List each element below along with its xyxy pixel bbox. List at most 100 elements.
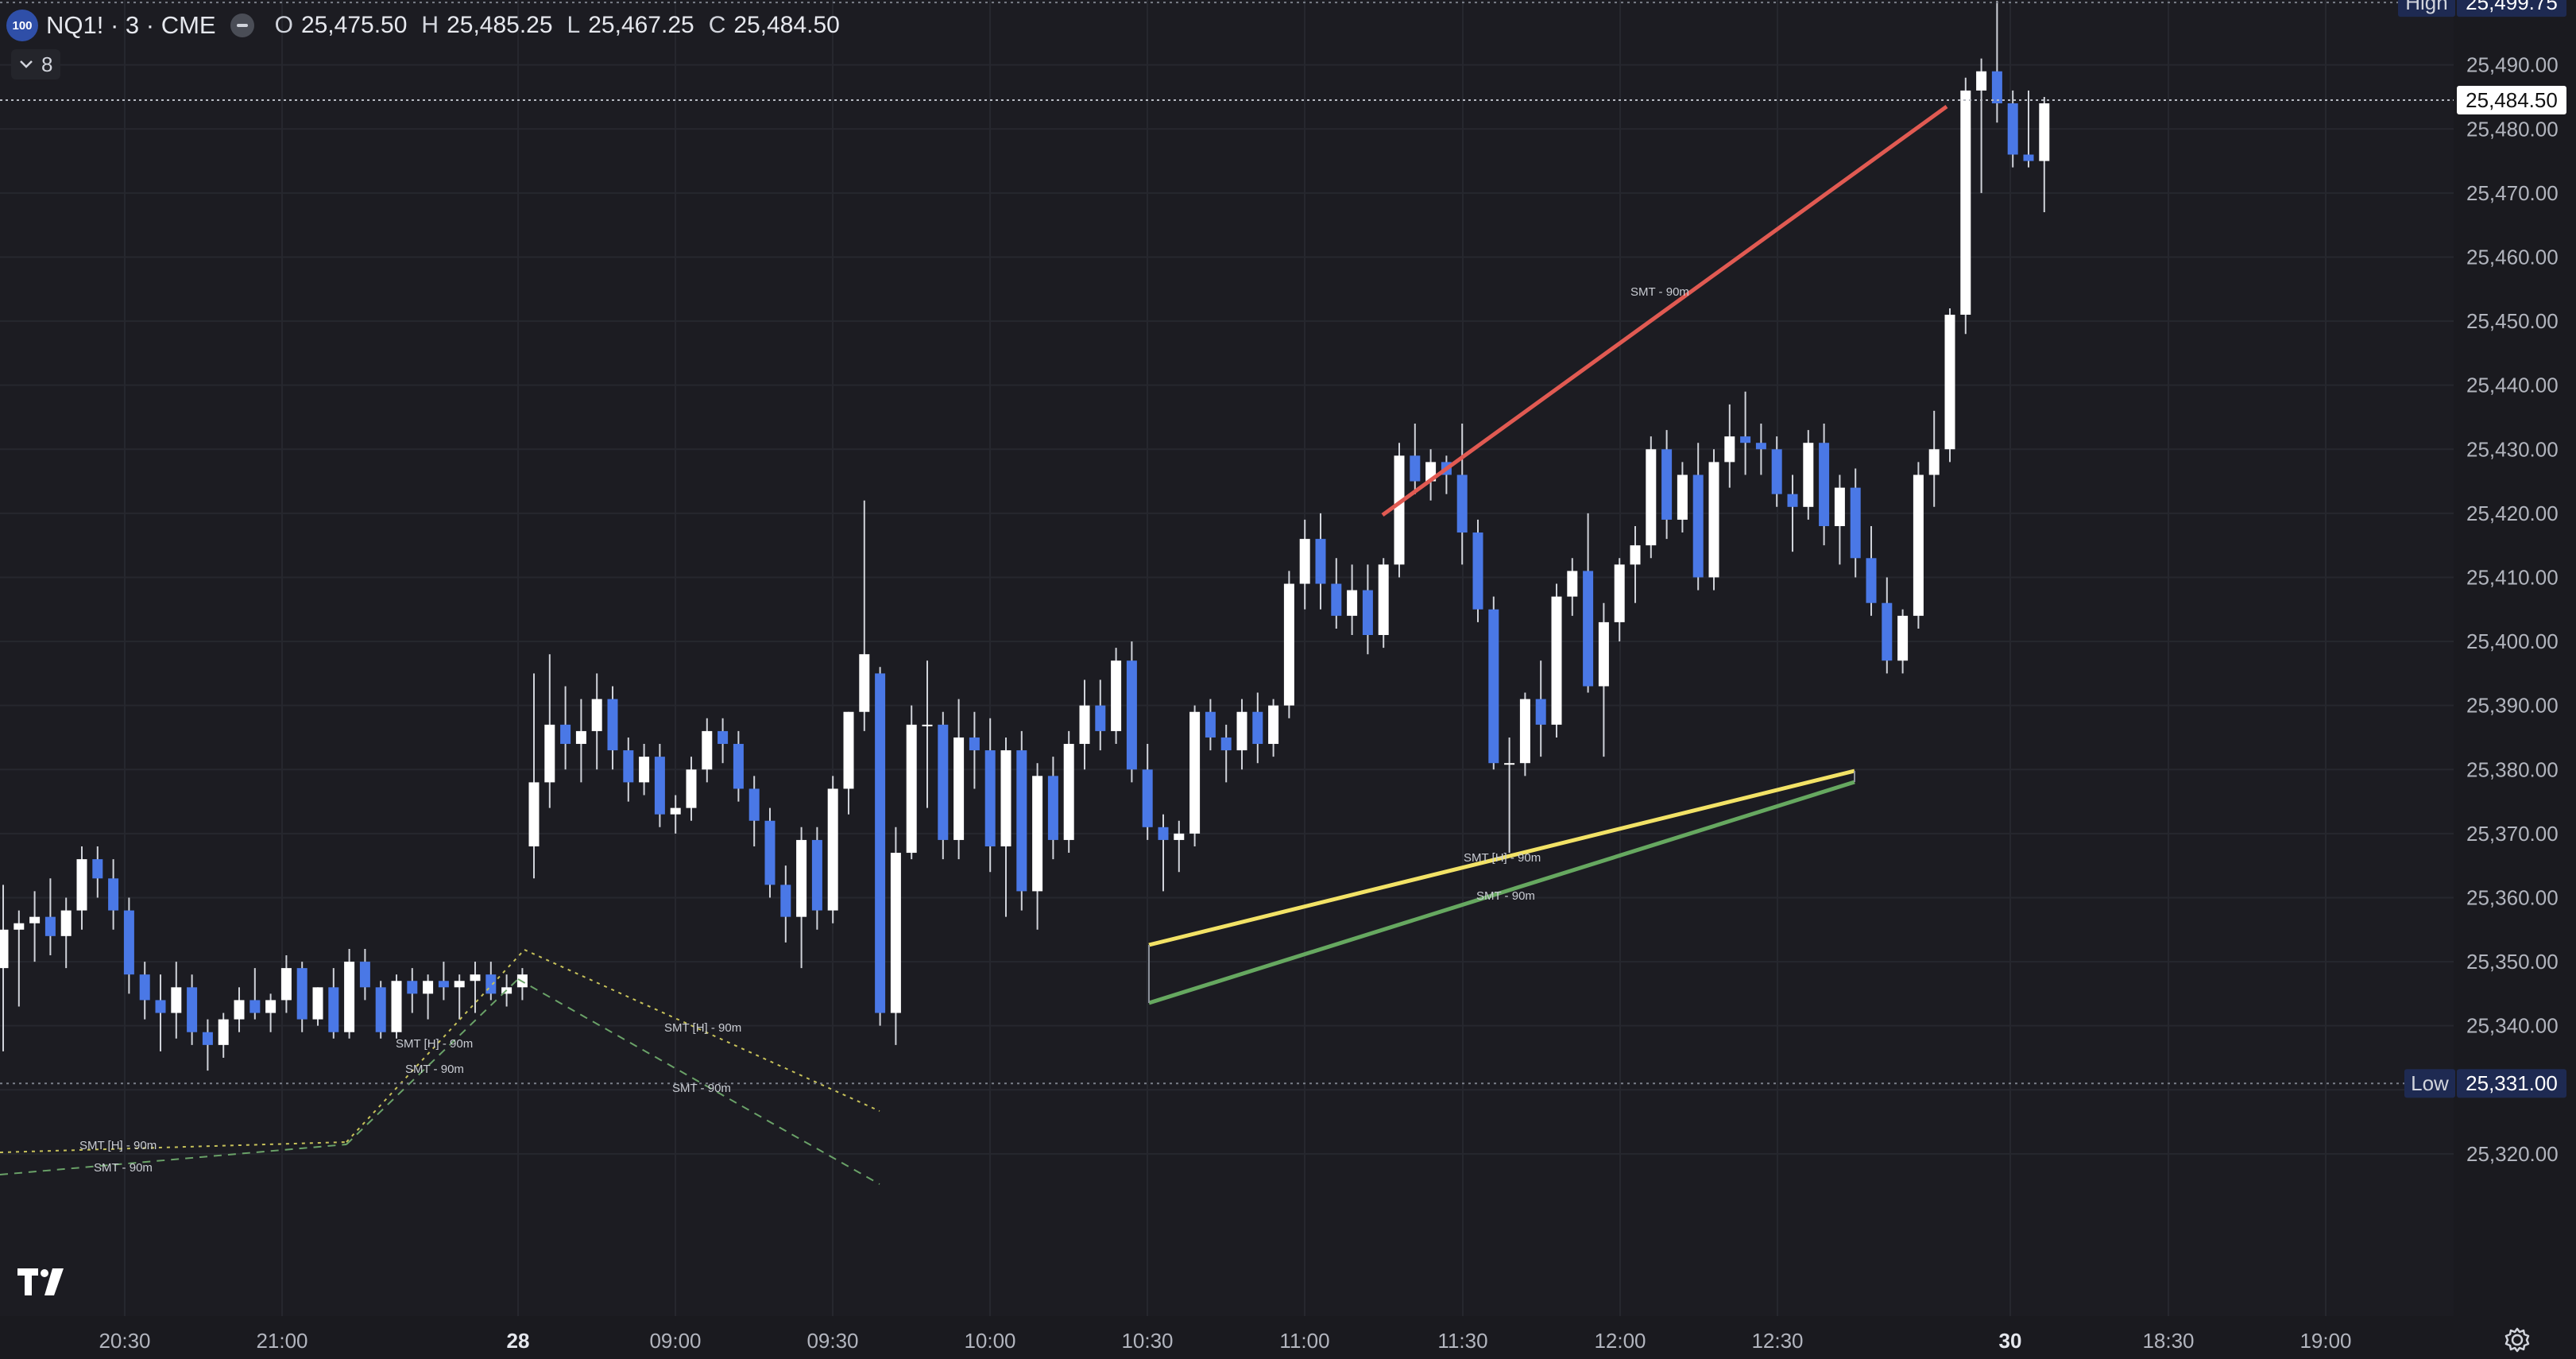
candle-body-up[interactable]: [827, 788, 838, 911]
collapse-minus-icon[interactable]: [230, 14, 254, 37]
candle-body-down[interactable]: [155, 1000, 166, 1013]
candle-body-up[interactable]: [544, 724, 555, 783]
candle-body-down[interactable]: [1771, 449, 1782, 494]
candle-body-down[interactable]: [1315, 539, 1326, 584]
candle-body-down[interactable]: [717, 730, 729, 745]
candle-body-up[interactable]: [1598, 621, 1609, 687]
candle-body-up[interactable]: [1283, 583, 1294, 706]
candle-body-down[interactable]: [202, 1032, 213, 1045]
candle-body-up[interactable]: [1677, 474, 1688, 520]
candle-body-up[interactable]: [1614, 564, 1625, 622]
candle-body-down[interactable]: [44, 916, 56, 936]
candle-body-down[interactable]: [1882, 602, 1893, 661]
candle-body-up[interactable]: [1913, 474, 1924, 616]
candle-body-up[interactable]: [1567, 571, 1578, 597]
candle-body-down[interactable]: [1991, 71, 2002, 104]
candle-body-down[interactable]: [1331, 583, 1342, 616]
candle-body-up[interactable]: [1724, 436, 1735, 463]
smt-yellow-line[interactable]: [1148, 769, 1855, 947]
candle-body-up[interactable]: [0, 929, 9, 969]
candle-body-down[interactable]: [1740, 436, 1751, 443]
candle-body-up[interactable]: [1174, 833, 1185, 840]
candle-body-down[interactable]: [1410, 455, 1421, 482]
candle-body-down[interactable]: [1095, 705, 1106, 731]
candle-body-down[interactable]: [2007, 103, 2018, 155]
candle-body-down[interactable]: [764, 820, 776, 885]
candle-body-down[interactable]: [780, 885, 791, 917]
candle-body-up[interactable]: [1189, 711, 1201, 834]
candle-body-down[interactable]: [1472, 532, 1483, 610]
candle-body-up[interactable]: [1394, 455, 1405, 565]
candle-body-up[interactable]: [1063, 744, 1074, 840]
candle-body-down[interactable]: [407, 981, 418, 994]
candle-body-up[interactable]: [591, 699, 602, 731]
smt-dashed-line[interactable]: [517, 978, 880, 1185]
candle-body-up[interactable]: [1960, 90, 1971, 316]
candle-body-up[interactable]: [1897, 615, 1909, 661]
candle-body-up[interactable]: [391, 981, 402, 1032]
candle-body-up[interactable]: [344, 962, 355, 1032]
candle-body-up[interactable]: [528, 782, 540, 846]
candle-body-up[interactable]: [1347, 590, 1358, 616]
candle-body-up[interactable]: [1928, 449, 1940, 475]
candle-body-down[interactable]: [1866, 558, 1877, 603]
candle-body-up[interactable]: [1834, 487, 1845, 526]
candle-body-up[interactable]: [14, 923, 25, 930]
candle-body-up[interactable]: [890, 853, 901, 1013]
candle-body-up[interactable]: [922, 724, 933, 726]
candle-body-up[interactable]: [29, 916, 41, 923]
candle-body-up[interactable]: [1000, 750, 1011, 846]
candle-body-down[interactable]: [139, 974, 150, 1001]
candle-body-down[interactable]: [748, 788, 760, 821]
candle-body-down[interactable]: [359, 962, 370, 988]
candle-body-up[interactable]: [280, 968, 292, 1001]
candle-body-up[interactable]: [1519, 699, 1530, 764]
candle-body-down[interactable]: [1456, 474, 1468, 533]
candle-body-down[interactable]: [1205, 711, 1216, 738]
candle-body-up[interactable]: [454, 981, 465, 988]
candle-body-down[interactable]: [811, 839, 822, 911]
candle-body-down[interactable]: [875, 673, 886, 1013]
symbol-title[interactable]: NQ1! · 3 · CME: [46, 11, 216, 39]
candle-body-down[interactable]: [1535, 699, 1546, 725]
candle-body-up[interactable]: [423, 981, 434, 994]
candle-body-down[interactable]: [375, 987, 386, 1032]
candle-body-down[interactable]: [296, 968, 307, 1020]
candle-body-up[interactable]: [1299, 539, 1310, 584]
candle-body-down[interactable]: [654, 757, 665, 815]
candle-body-up[interactable]: [1032, 776, 1043, 892]
candle-body-up[interactable]: [1268, 705, 1279, 745]
tradingview-logo-icon[interactable]: [17, 1268, 70, 1305]
candle-body-up[interactable]: [218, 1019, 229, 1045]
candle-body-down[interactable]: [733, 744, 744, 789]
candle-body-down[interactable]: [187, 987, 198, 1032]
candle-body-down[interactable]: [328, 987, 339, 1032]
candle-body-up[interactable]: [796, 839, 807, 917]
candle-body-down[interactable]: [560, 724, 571, 745]
candle-body-down[interactable]: [1755, 443, 1766, 450]
candle-body-down[interactable]: [438, 981, 449, 988]
candle-body-down[interactable]: [1488, 609, 1499, 764]
smt-dotted-line[interactable]: [0, 1141, 347, 1153]
candle-body-up[interactable]: [639, 757, 650, 783]
smt-bearish-line[interactable]: [1381, 104, 1948, 517]
smt-green-line[interactable]: [1148, 780, 1855, 1005]
candle-body-down[interactable]: [1362, 590, 1373, 636]
candle-body-down[interactable]: [1661, 449, 1673, 520]
candle-body-down[interactable]: [1252, 711, 1263, 745]
candle-body-up[interactable]: [670, 807, 681, 815]
smt-dashed-line[interactable]: [0, 1144, 347, 1175]
candle-body-up[interactable]: [1976, 71, 1987, 91]
candle-body-down[interactable]: [123, 910, 134, 975]
candle-body-down[interactable]: [969, 737, 980, 751]
gear-icon[interactable]: [2501, 1324, 2533, 1356]
candle-body-up[interactable]: [1111, 660, 1122, 731]
candle-body-down[interactable]: [1787, 494, 1798, 507]
candle-body-down[interactable]: [607, 699, 618, 751]
candle-body-down[interactable]: [108, 878, 119, 911]
candle-body-up[interactable]: [265, 1000, 277, 1013]
candle-body-up[interactable]: [953, 737, 965, 840]
candle-body-down[interactable]: [623, 750, 634, 783]
candle-body-up[interactable]: [1630, 545, 1641, 565]
candle-body-down[interactable]: [1692, 474, 1704, 578]
